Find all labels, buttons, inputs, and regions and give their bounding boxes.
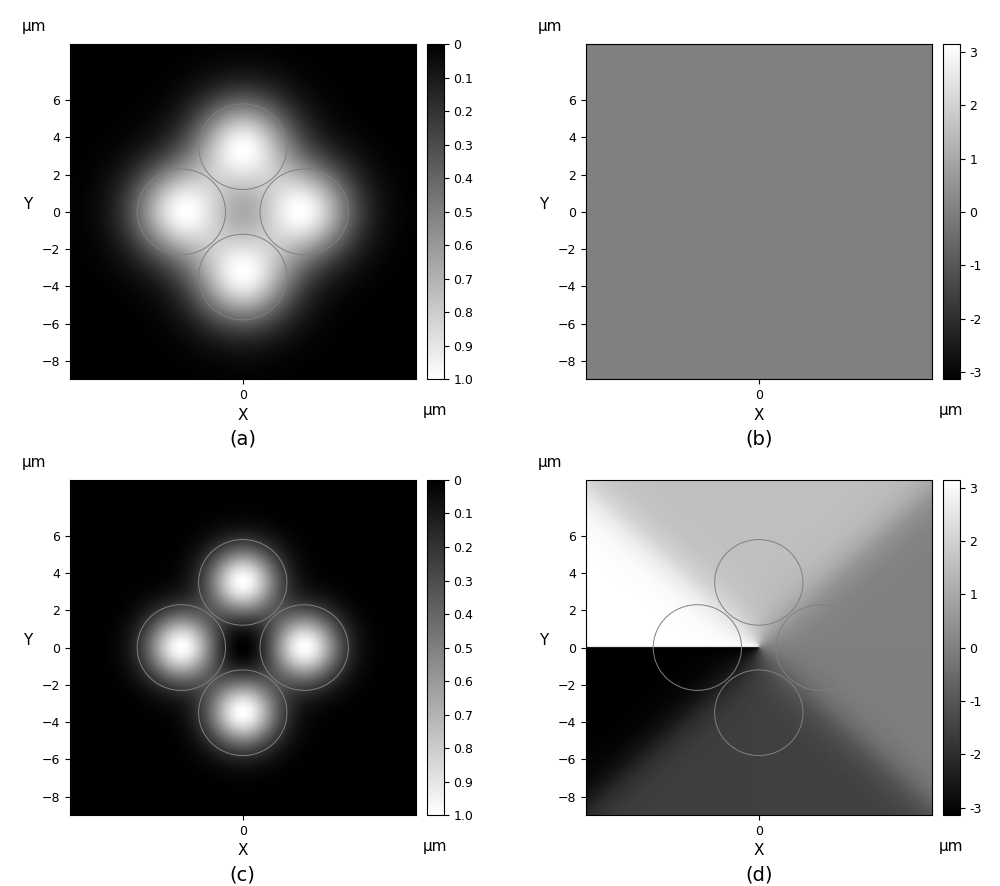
X-axis label: X: X [238,408,248,423]
Text: μm: μm [538,455,562,470]
Text: μm: μm [422,838,447,853]
Y-axis label: Y: Y [539,633,549,648]
X-axis label: X: X [754,408,764,423]
Y-axis label: Y: Y [23,633,33,648]
X-axis label: X: X [238,843,248,859]
Text: μm: μm [938,838,963,853]
Text: μm: μm [938,403,963,418]
Text: (d): (d) [745,866,773,884]
Text: μm: μm [422,403,447,418]
Text: (c): (c) [230,866,256,884]
Text: μm: μm [22,19,46,35]
X-axis label: X: X [754,843,764,859]
Y-axis label: Y: Y [23,197,33,212]
Text: (b): (b) [745,430,773,448]
Text: μm: μm [22,455,46,470]
Y-axis label: Y: Y [539,197,549,212]
Text: μm: μm [538,19,562,35]
Text: (a): (a) [229,430,256,448]
